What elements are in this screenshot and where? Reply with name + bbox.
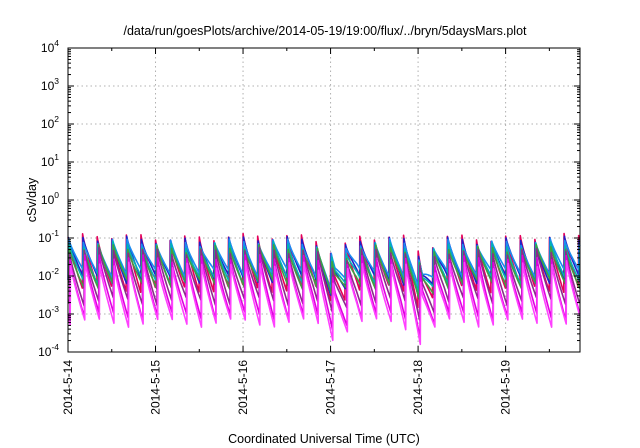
series-group bbox=[67, 232, 581, 346]
x-tick-label: 2014-5-17 bbox=[324, 360, 338, 415]
x-tick-label: 2014-5-14 bbox=[61, 360, 75, 415]
y-tick-label: 10-2 bbox=[38, 266, 59, 283]
y-tick-label: 104 bbox=[41, 38, 59, 55]
y-tick-label: 101 bbox=[41, 152, 59, 169]
y-tick-label: 102 bbox=[41, 114, 59, 131]
y-tick-labels: 10-4 10-3 10-2 10-1 100 101 102 103 104 bbox=[38, 38, 59, 359]
x-tick-label: 2014-5-16 bbox=[236, 360, 250, 415]
chart-title: /data/run/goesPlots/archive/2014-05-19/1… bbox=[123, 24, 527, 38]
y-tick-label: 10-4 bbox=[38, 342, 59, 359]
axis-ticks bbox=[67, 47, 580, 353]
x-tick-label: 2014-5-15 bbox=[149, 360, 163, 415]
y-axis-title: cSv/day bbox=[25, 177, 39, 222]
series-line bbox=[67, 260, 581, 346]
series-line bbox=[67, 243, 581, 300]
y-tick-label: 10-1 bbox=[38, 228, 59, 245]
x-tick-label: 2014-5-18 bbox=[411, 360, 425, 415]
y-tick-label: 10-3 bbox=[38, 304, 59, 321]
x-tick-labels: 2014-5-14 2014-5-15 2014-5-16 2014-5-17 2014… bbox=[61, 360, 513, 415]
y-tick-label: 103 bbox=[41, 76, 59, 93]
x-axis-title: Coordinated Universal Time (UTC) bbox=[228, 432, 420, 446]
series-line bbox=[67, 246, 581, 321]
x-tick-label: 2014-5-19 bbox=[499, 360, 513, 415]
y-tick-label: 100 bbox=[41, 190, 59, 207]
